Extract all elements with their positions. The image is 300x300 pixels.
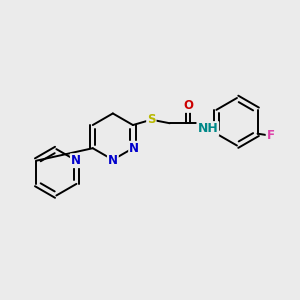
Text: N: N <box>108 154 118 167</box>
Text: F: F <box>267 129 274 142</box>
Text: NH: NH <box>197 122 218 135</box>
Text: O: O <box>183 99 193 112</box>
Text: N: N <box>129 142 139 155</box>
Text: N: N <box>71 154 81 167</box>
Text: S: S <box>147 113 156 126</box>
